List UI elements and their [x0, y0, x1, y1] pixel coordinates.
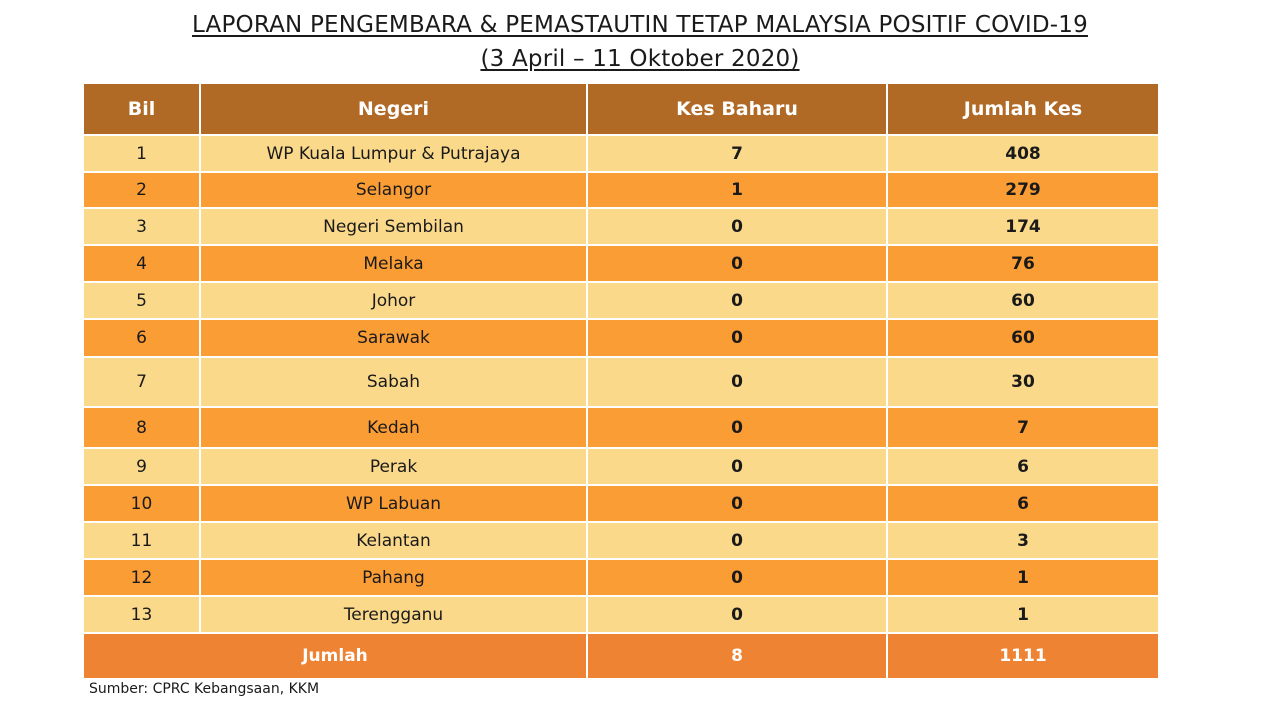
cell-negeri: WP Labuan — [199, 484, 588, 523]
cell-kes-baharu: 1 — [586, 171, 888, 209]
cell-negeri: WP Kuala Lumpur & Putrajaya — [199, 134, 588, 173]
total-jumlah-kes: 1111 — [886, 632, 1160, 680]
cell-jumlah-kes: 408 — [886, 134, 1160, 173]
cell-negeri: Kelantan — [199, 521, 588, 560]
cell-jumlah-kes: 30 — [886, 356, 1160, 408]
cell-jumlah-kes: 7 — [886, 406, 1160, 449]
header-bil: Bil — [82, 82, 201, 136]
table-row: 7 Sabah 0 30 — [82, 356, 1160, 408]
cell-jumlah-kes: 6 — [886, 484, 1160, 523]
report-title: LAPORAN PENGEMBARA & PEMASTAUTIN TETAP M… — [192, 12, 1088, 38]
table-row: 11 Kelantan 0 3 — [82, 521, 1160, 560]
header-kes-baharu: Kes Baharu — [586, 82, 888, 136]
cell-bil: 13 — [82, 595, 201, 634]
cell-jumlah-kes: 60 — [886, 318, 1160, 358]
total-label: Jumlah — [82, 632, 588, 680]
cell-kes-baharu: 0 — [586, 406, 888, 449]
cell-jumlah-kes: 1 — [886, 558, 1160, 597]
header-negeri: Negeri — [199, 82, 588, 136]
cell-negeri: Johor — [199, 281, 588, 320]
cell-negeri: Perak — [199, 447, 588, 486]
table-row: 2 Selangor 1 279 — [82, 171, 1160, 209]
cell-bil: 12 — [82, 558, 201, 597]
source-note: Sumber: CPRC Kebangsaan, KKM — [89, 681, 320, 697]
cell-negeri: Melaka — [199, 244, 588, 283]
table-row: 3 Negeri Sembilan 0 174 — [82, 207, 1160, 246]
cell-kes-baharu: 7 — [586, 134, 888, 173]
table-row: 9 Perak 0 6 — [82, 447, 1160, 486]
table-row: 1 WP Kuala Lumpur & Putrajaya 7 408 — [82, 134, 1160, 173]
header-jumlah-kes: Jumlah Kes — [886, 82, 1160, 136]
table-row: 12 Pahang 0 1 — [82, 558, 1160, 597]
cell-kes-baharu: 0 — [586, 447, 888, 486]
table-header-row: Bil Negeri Kes Baharu Jumlah Kes — [82, 82, 1160, 136]
cell-jumlah-kes: 1 — [886, 595, 1160, 634]
cell-kes-baharu: 0 — [586, 595, 888, 634]
cell-bil: 5 — [82, 281, 201, 320]
cell-negeri: Negeri Sembilan — [199, 207, 588, 246]
total-row: Jumlah 8 1111 — [82, 632, 1160, 680]
cell-kes-baharu: 0 — [586, 484, 888, 523]
cell-jumlah-kes: 76 — [886, 244, 1160, 283]
table-row: 6 Sarawak 0 60 — [82, 318, 1160, 358]
cell-kes-baharu: 0 — [586, 521, 888, 560]
cell-negeri: Sarawak — [199, 318, 588, 358]
cell-bil: 9 — [82, 447, 201, 486]
cell-kes-baharu: 0 — [586, 356, 888, 408]
cell-negeri: Kedah — [199, 406, 588, 449]
cell-jumlah-kes: 3 — [886, 521, 1160, 560]
cell-bil: 2 — [82, 171, 201, 209]
table-row: 4 Melaka 0 76 — [82, 244, 1160, 283]
cases-table: Bil Negeri Kes Baharu Jumlah Kes 1 WP Kua… — [82, 82, 1160, 680]
cell-jumlah-kes: 60 — [886, 281, 1160, 320]
cell-kes-baharu: 0 — [586, 281, 888, 320]
cell-kes-baharu: 0 — [586, 318, 888, 358]
table-row: 8 Kedah 0 7 — [82, 406, 1160, 449]
total-kes-baharu: 8 — [586, 632, 888, 680]
report-date-range: (3 April – 11 Oktober 2020) — [480, 46, 800, 72]
cell-negeri: Pahang — [199, 558, 588, 597]
cell-kes-baharu: 0 — [586, 244, 888, 283]
table-row: 10 WP Labuan 0 6 — [82, 484, 1160, 523]
cell-bil: 3 — [82, 207, 201, 246]
cell-kes-baharu: 0 — [586, 558, 888, 597]
cell-bil: 10 — [82, 484, 201, 523]
cell-bil: 11 — [82, 521, 201, 560]
cell-bil: 1 — [82, 134, 201, 173]
cell-bil: 8 — [82, 406, 201, 449]
cell-negeri: Selangor — [199, 171, 588, 209]
table-row: 13 Terengganu 0 1 — [82, 595, 1160, 634]
cell-bil: 7 — [82, 356, 201, 408]
cell-kes-baharu: 0 — [586, 207, 888, 246]
cell-negeri: Terengganu — [199, 595, 588, 634]
cell-bil: 4 — [82, 244, 201, 283]
cell-negeri: Sabah — [199, 356, 588, 408]
table-body: 1 WP Kuala Lumpur & Putrajaya 7 408 2 Selango… — [82, 134, 1160, 634]
cell-jumlah-kes: 6 — [886, 447, 1160, 486]
table-row: 5 Johor 0 60 — [82, 281, 1160, 320]
cell-jumlah-kes: 279 — [886, 171, 1160, 209]
cell-bil: 6 — [82, 318, 201, 358]
cell-jumlah-kes: 174 — [886, 207, 1160, 246]
